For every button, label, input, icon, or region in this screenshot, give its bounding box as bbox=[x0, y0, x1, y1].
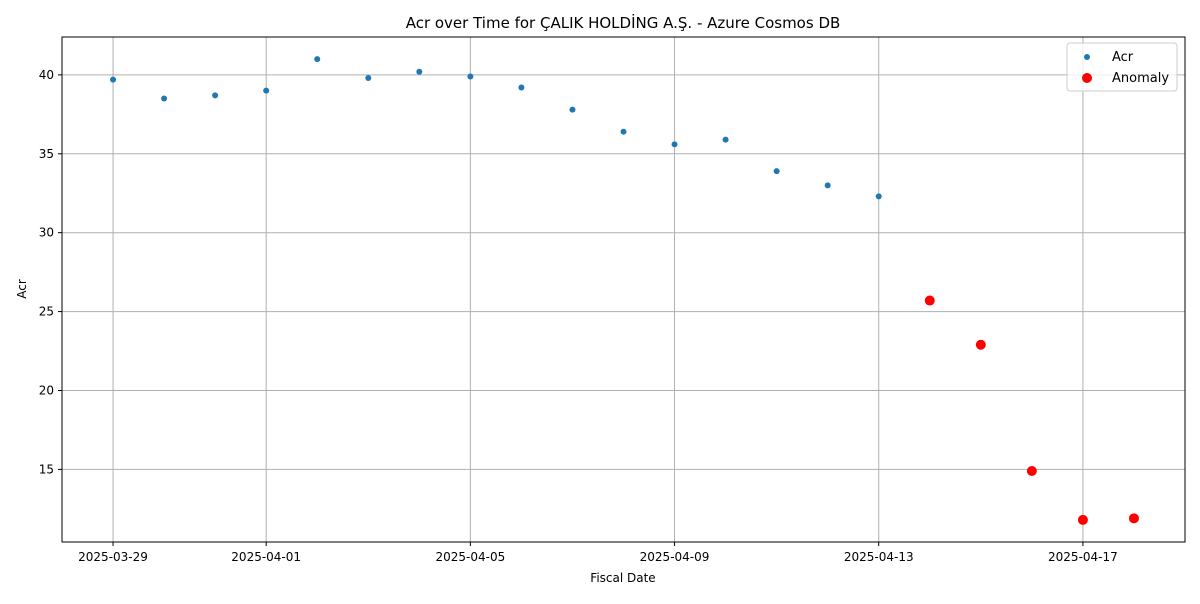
acr-point bbox=[416, 68, 423, 75]
acr-point bbox=[161, 95, 168, 102]
plot-frame bbox=[61, 36, 1186, 543]
x-tick-label: 2025-04-01 bbox=[231, 550, 301, 564]
y-tick-label: 25 bbox=[39, 305, 54, 319]
acr-point bbox=[467, 73, 474, 80]
acr-point bbox=[212, 92, 219, 99]
legend-marker-acr bbox=[1084, 54, 1090, 60]
acr-point bbox=[263, 87, 270, 94]
acr-point bbox=[569, 106, 576, 113]
y-tick-label: 20 bbox=[39, 384, 54, 398]
acr-point bbox=[365, 75, 372, 82]
anomaly-point bbox=[924, 295, 935, 306]
x-tick-label: 2025-03-29 bbox=[78, 550, 148, 564]
x-tick-label: 2025-04-17 bbox=[1048, 550, 1118, 564]
acr-point bbox=[875, 193, 882, 200]
anomaly-point bbox=[1077, 514, 1088, 525]
y-tick-label: 40 bbox=[39, 68, 54, 82]
x-tick-label: 2025-04-13 bbox=[844, 550, 914, 564]
legend: Acr Anomaly bbox=[1066, 42, 1178, 92]
y-tick-label: 35 bbox=[39, 147, 54, 161]
y-axis-label: Acr bbox=[15, 279, 29, 299]
legend-marker-anomaly bbox=[1082, 73, 1092, 83]
acr-point bbox=[722, 136, 729, 143]
acr-point bbox=[620, 128, 627, 135]
y-tick-label: 15 bbox=[39, 462, 54, 476]
anomaly-point bbox=[975, 339, 986, 350]
ticks-layer: 2025-03-29 2025-04-01 2025-04-05 2025-04-09… bbox=[39, 68, 1118, 564]
acr-point bbox=[824, 182, 831, 189]
x-tick-label: 2025-04-05 bbox=[435, 550, 505, 564]
grid-layer bbox=[62, 37, 1185, 542]
legend-frame bbox=[1066, 42, 1178, 92]
y-tick-label: 30 bbox=[39, 226, 54, 240]
x-axis-label: Fiscal Date bbox=[590, 571, 655, 585]
anomaly-point bbox=[1026, 465, 1037, 476]
acr-point bbox=[110, 76, 117, 83]
chart-title: Acr over Time for ÇALIK HOLDİNG A.Ş. - A… bbox=[406, 13, 841, 32]
legend-label-anomaly: Anomaly bbox=[1112, 71, 1169, 86]
legend-label-acr: Acr bbox=[1112, 50, 1134, 65]
acr-point bbox=[671, 141, 678, 148]
points-layer bbox=[110, 56, 1139, 525]
acr-point bbox=[518, 84, 525, 91]
plot-area bbox=[62, 37, 1185, 542]
anomaly-point bbox=[1128, 513, 1139, 524]
x-tick-label: 2025-04-09 bbox=[640, 550, 710, 564]
acr-point bbox=[314, 56, 321, 63]
acr-point bbox=[773, 168, 780, 175]
